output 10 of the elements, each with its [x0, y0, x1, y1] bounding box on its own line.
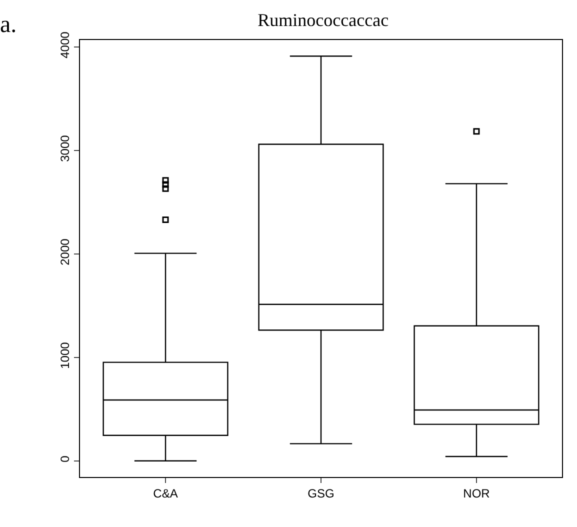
y-tick-label: 3000: [58, 134, 72, 162]
x-tick-label: GSG: [308, 486, 334, 500]
chart-title: Ruminococcaccac: [258, 10, 389, 30]
y-tick-label: 2000: [58, 238, 72, 266]
text: a.: [0, 12, 17, 38]
x-tick-label: C&A: [153, 486, 178, 500]
y-tick-label: 0: [58, 455, 72, 462]
y-tick-label: 1000: [58, 342, 72, 369]
x-tick-label: NOR: [463, 486, 490, 500]
y-tick-label: 4000: [58, 31, 72, 58]
